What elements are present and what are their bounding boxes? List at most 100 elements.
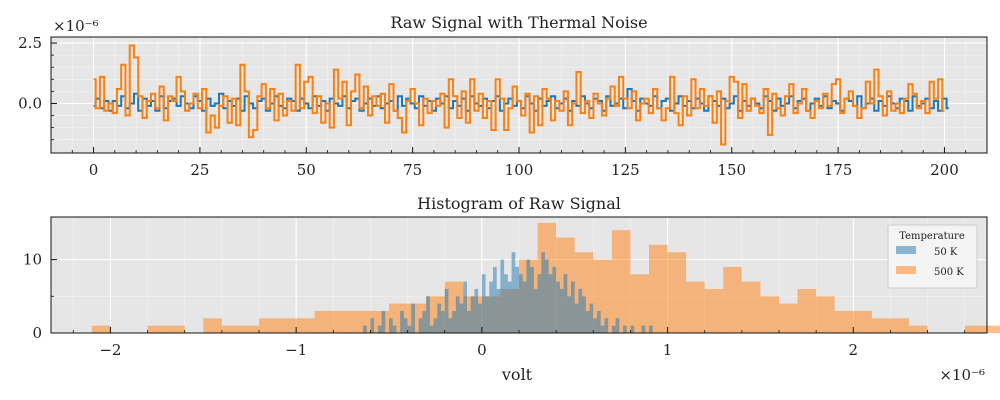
histogram-bar-50k [411, 303, 415, 333]
legend-label-500k: 500 K [934, 267, 964, 278]
top-grid [51, 37, 987, 153]
histogram-bar-50k [389, 318, 393, 333]
top-series [93, 44, 949, 146]
histogram-bar-500k [667, 252, 687, 333]
histogram-bar-50k [556, 281, 560, 333]
histogram-bar-50k [437, 303, 441, 333]
histogram-bar-500k [221, 325, 241, 333]
histogram-bar-50k [422, 310, 427, 333]
histogram-bar-50k [563, 274, 568, 333]
top-x-tick-label: 25 [190, 161, 209, 179]
histogram-bar-50k [649, 325, 653, 333]
histogram-bar-50k [630, 325, 635, 333]
histogram-bar-500k [649, 244, 668, 333]
histogram-bar-500k [91, 325, 111, 333]
bottom-x-tick-label: 0 [477, 341, 487, 359]
histogram-bar-50k [448, 318, 453, 333]
histogram-bar-500k [277, 318, 297, 333]
bottom-plot-frame [50, 216, 988, 334]
histogram-bar-50k [459, 303, 464, 333]
histogram-bar-50k [522, 281, 527, 333]
top-x-tick-label: 175 [824, 161, 853, 179]
histogram-bar-50k [574, 303, 579, 333]
histogram-bar-50k [452, 310, 456, 333]
top-x-tick-label: 200 [930, 161, 959, 179]
histogram-bar-50k [493, 266, 497, 333]
histogram-bar-500k [259, 318, 278, 333]
histogram-bar-50k [600, 325, 605, 333]
histogram-bar-50k [370, 318, 375, 333]
histogram-bar-500k [834, 310, 854, 333]
histogram-bar-50k [496, 288, 501, 333]
histogram-bar-500k [909, 325, 928, 333]
histogram-bar-50k [537, 274, 542, 333]
histogram-bar-500k [333, 310, 352, 333]
top-y-tick-label: 0.0 [18, 94, 42, 112]
histogram-bar-50k [519, 274, 523, 333]
histogram-bar-50k [615, 318, 620, 333]
histogram-bar-50k [481, 274, 486, 333]
bottom-y-tick-label: 10 [23, 251, 42, 269]
top-x-tick-label: 0 [89, 161, 99, 179]
histogram-bar-50k [623, 325, 627, 333]
top-offset-text: ×10⁻⁶ [53, 17, 99, 35]
histogram-bar-50k [470, 296, 475, 333]
histogram-bar-50k [526, 259, 531, 333]
histogram-bar-500k [853, 310, 872, 333]
top-x-tick-label: 125 [611, 161, 640, 179]
legend-swatch-500k [896, 266, 916, 274]
top-x-tick-label: 150 [717, 161, 746, 179]
histogram-bar-500k [871, 318, 891, 333]
histogram-bar-50k [559, 288, 564, 333]
histogram-bar-50k [582, 296, 586, 333]
bottom-x-tick-label: 1 [663, 341, 673, 359]
legend-swatch-50k [896, 246, 916, 254]
histogram-bar-50k [489, 281, 493, 333]
bottom-x-tick-label: −1 [285, 341, 307, 359]
histogram-bar-500k [147, 325, 167, 333]
histogram-bar-50k [530, 266, 534, 333]
histogram-bar-50k [400, 310, 404, 333]
legend-label-50k: 50 K [934, 247, 958, 258]
bottom-x-tick-label: −2 [99, 341, 121, 359]
histogram-bar-50k [585, 310, 590, 333]
histogram-bar-500k [351, 310, 371, 333]
histogram-bar-50k [571, 281, 575, 333]
histogram-bar-50k [418, 318, 423, 333]
histogram-bar-500k [314, 310, 334, 333]
bottom-offset-text: ×10⁻⁶ [939, 366, 985, 384]
top-y-tick-label: 2.5 [18, 34, 42, 52]
top-ticks: 0 25 50 75 100 125 150 175 200 0.0 2.5 [18, 34, 967, 179]
top-x-tick-label: 50 [297, 161, 316, 179]
histogram-bar-50k [403, 318, 408, 333]
histogram-bar-50k [641, 325, 646, 333]
histogram-bar-50k [507, 281, 512, 333]
histogram-bar-50k [597, 310, 601, 333]
histogram-bar-50k [593, 318, 597, 333]
histogram-bar-50k [589, 303, 594, 333]
histogram-bar-500k [704, 288, 724, 333]
histogram-bar-50k [444, 288, 449, 333]
histogram-bar-500k [816, 296, 835, 333]
histogram-bar-50k [429, 325, 434, 333]
histogram-bar-50k [500, 259, 505, 333]
histogram-bar-50k [478, 303, 482, 333]
histogram-bar-500k [296, 318, 315, 333]
histogram-bar-500k [760, 296, 779, 333]
histogram-bar-50k [578, 288, 583, 333]
histogram-bar-50k [533, 288, 538, 333]
histogram-bar-50k [392, 325, 397, 333]
histogram-bar-50k [426, 296, 430, 333]
top-plot-frame [50, 36, 988, 154]
histogram-bar-500k [797, 288, 817, 333]
histogram-bar-50k [455, 296, 460, 333]
histogram-bar-50k [381, 310, 386, 333]
top-x-tick-label: 75 [403, 161, 422, 179]
histogram-bar-50k [604, 318, 609, 333]
bottom-title: Histogram of Raw Signal [417, 194, 621, 213]
histogram-bar-500k [686, 281, 705, 333]
histogram-bar-500k [630, 274, 649, 333]
histogram-bar-50k [377, 325, 382, 333]
top-title: Raw Signal with Thermal Noise [390, 13, 647, 32]
